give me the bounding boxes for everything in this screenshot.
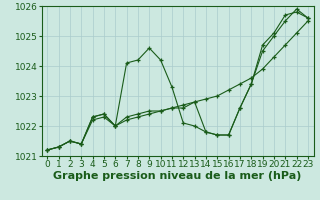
X-axis label: Graphe pression niveau de la mer (hPa): Graphe pression niveau de la mer (hPa) <box>53 171 302 181</box>
